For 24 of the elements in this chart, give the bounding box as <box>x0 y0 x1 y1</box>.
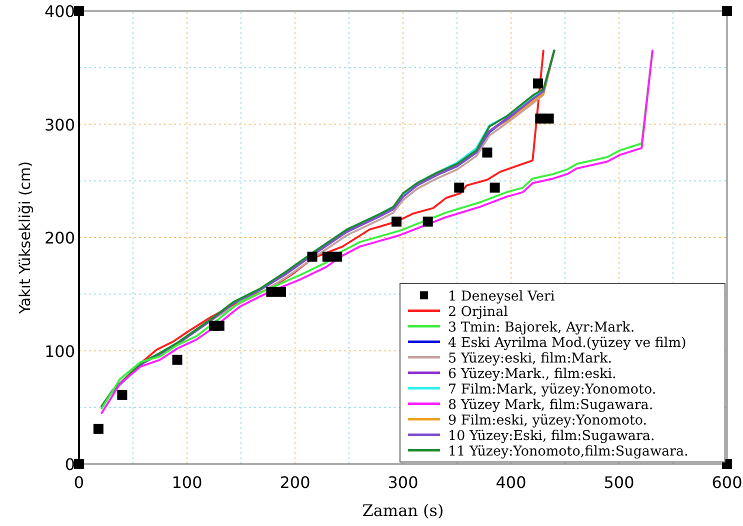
x-tick-label: 400 <box>496 473 526 492</box>
legend-label: 10 Yüzey:Eski, film:Sugawara. <box>448 428 655 444</box>
y-tick-label: 400 <box>44 2 75 21</box>
legend-label: 8 Yüzey Mark, film:Sugawara. <box>448 396 654 413</box>
legend-label: 3 Tmin: Bajorek, Ayr:Mark. <box>448 319 635 336</box>
legend-label: 9 Film:eski, yüzey:Yonomoto. <box>448 412 648 428</box>
y-tick-label: 300 <box>44 115 75 134</box>
y-tick-label: 100 <box>44 342 75 361</box>
x-tick-label: 300 <box>388 473 418 492</box>
legend-label: 6 Yüzey:Mark., film:eski. <box>448 366 616 382</box>
y-tick-label: 0 <box>64 455 75 474</box>
legend-label: 11 Yüzey:Yonomoto,film:Sugawara. <box>448 443 688 460</box>
y-tick-label: 200 <box>44 228 75 248</box>
legend-label: 2 Orjinal <box>448 304 508 320</box>
x-tick-label: 600 <box>712 473 742 492</box>
legend-label: 5 Yüzey:eski, film:Mark. <box>448 350 612 366</box>
legend-label: 7 Film:Mark, yüzey:Yonomoto. <box>448 381 656 398</box>
legend-label: 1 Deneysel Veri <box>448 288 556 304</box>
x-tick-label: 500 <box>604 473 634 492</box>
y-axis-title: Yakıt Yüksekliği (cm) <box>16 161 34 315</box>
x-tick-label: 100 <box>172 473 202 492</box>
x-axis-title: Zaman (s) <box>362 501 444 520</box>
legend-label: 4 Eski Ayrilma Mod.(yüzey ve film) <box>448 334 686 351</box>
x-tick-label: 200 <box>280 473 310 492</box>
